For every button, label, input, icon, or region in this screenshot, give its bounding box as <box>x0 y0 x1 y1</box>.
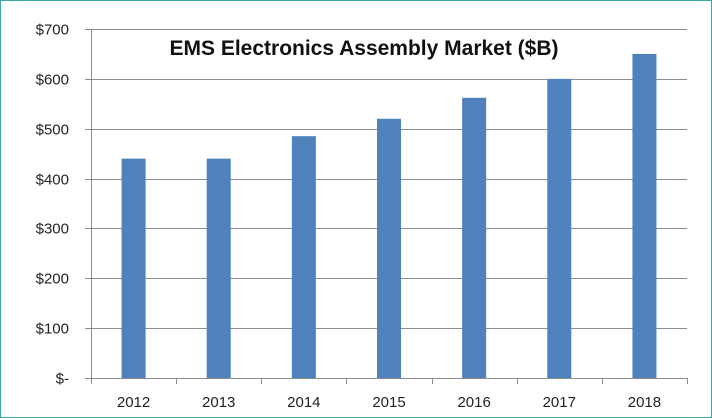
x-tick-label: 2016 <box>457 394 490 411</box>
bar-2014 <box>291 136 316 378</box>
x-tick-label: 2018 <box>628 394 661 411</box>
x-tick-label: 2012 <box>117 394 150 411</box>
y-tick-label: $700 <box>36 22 69 39</box>
y-tick-label: $- <box>56 371 69 388</box>
y-tick-label: $400 <box>36 172 69 189</box>
bar-2018 <box>632 53 657 379</box>
bars <box>121 53 657 379</box>
bar-2016 <box>462 97 487 378</box>
y-tick-label: $300 <box>36 221 69 238</box>
y-tick-label: $500 <box>36 122 69 139</box>
y-tick-labels: $- $100 $200 $300 $400 $500 $600 $700 <box>36 22 69 388</box>
bar-2012 <box>121 158 146 378</box>
y-tick-label: $200 <box>36 271 69 288</box>
x-tick-label: 2015 <box>372 394 405 411</box>
bar-2013 <box>206 158 231 378</box>
bar-2015 <box>377 118 401 378</box>
axes <box>85 29 688 384</box>
x-tick-label: 2014 <box>287 394 320 411</box>
bar-2017 <box>547 78 572 378</box>
x-tick-label: 2017 <box>543 394 576 411</box>
chart-title: EMS Electronics Assembly Market ($B) <box>169 37 558 60</box>
y-tick-label: $600 <box>36 72 69 89</box>
x-tick-label: 2013 <box>202 394 235 411</box>
y-tick-label: $100 <box>36 321 69 338</box>
x-tick-labels: 2012 2013 2014 2015 2016 2017 2018 <box>117 394 661 411</box>
